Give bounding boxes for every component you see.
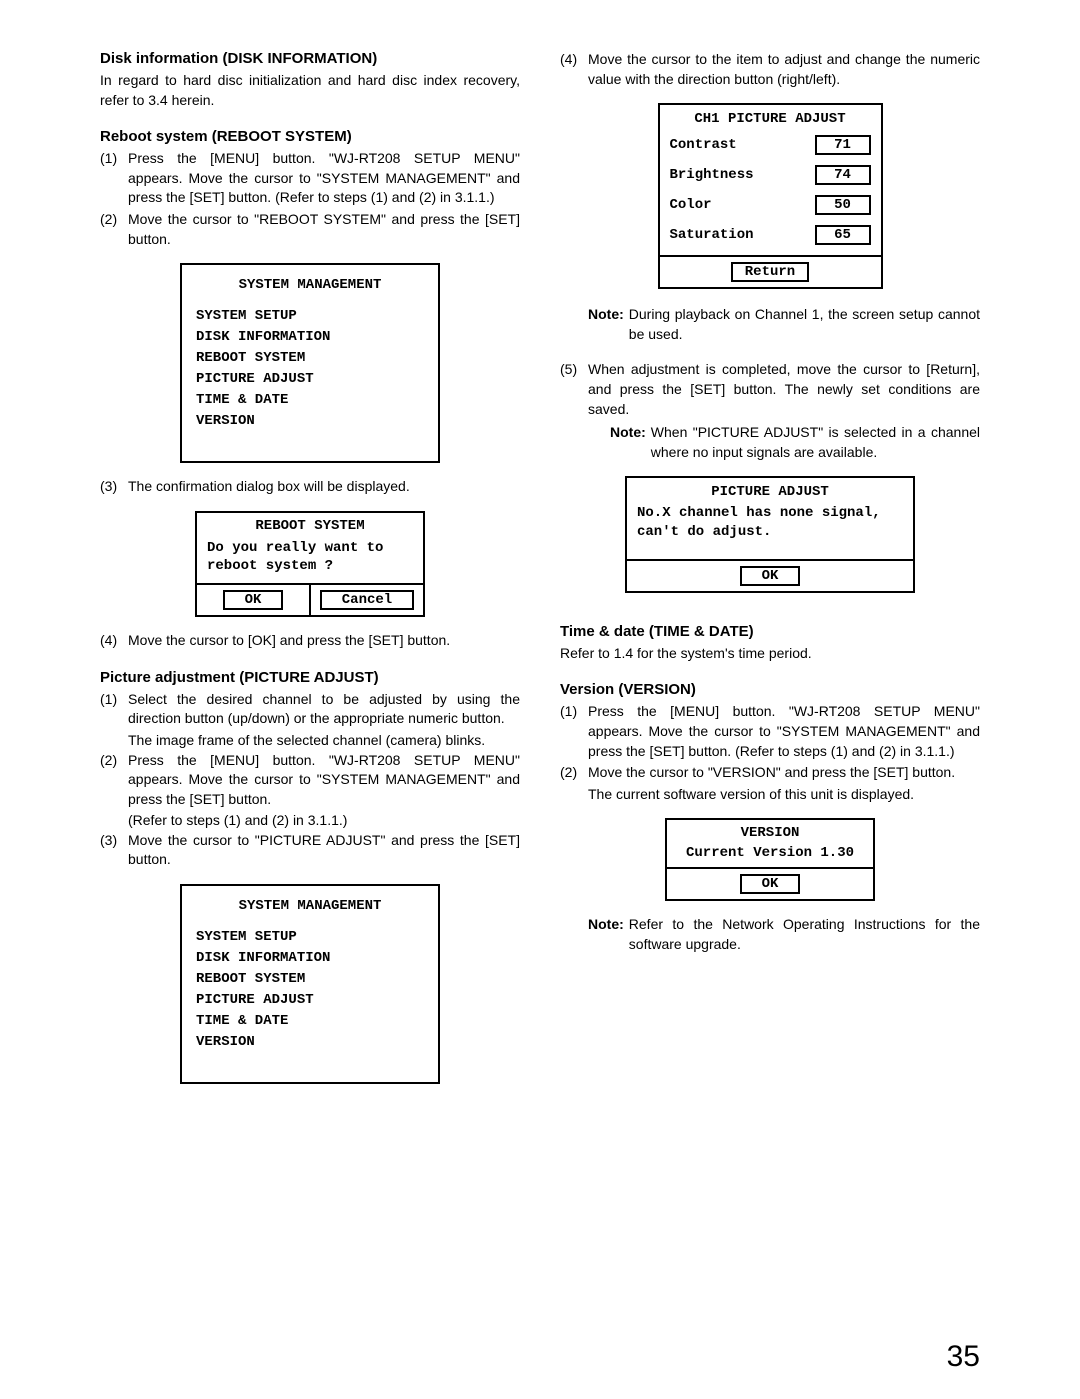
system-management-menu: SYSTEM MANAGEMENT SYSTEM SETUP DISK INFO… <box>180 263 440 463</box>
note-label: Note: <box>588 305 624 344</box>
menu-title: SYSTEM MANAGEMENT <box>196 275 424 296</box>
step-text: The confirmation dialog box will be disp… <box>128 477 520 497</box>
menu-item: REBOOT SYSTEM <box>196 969 424 990</box>
disk-info-heading: Disk information (DISK INFORMATION) <box>100 50 520 67</box>
return-row: Return <box>660 255 881 287</box>
page-number: 35 <box>947 1340 980 1374</box>
picture-adjust-section: Picture adjustment (PICTURE ADJUST) (1) … <box>100 669 520 1084</box>
step-num: (5) <box>560 360 588 419</box>
menu-item: DISK INFORMATION <box>196 327 424 348</box>
version-heading: Version (VERSION) <box>560 681 980 698</box>
step-subtext: (Refer to steps (1) and (2) in 3.1.1.) <box>128 811 520 831</box>
step-num: (4) <box>560 50 588 89</box>
reboot-dialog: REBOOT SYSTEM Do you really want to rebo… <box>195 511 425 617</box>
right-column: (4) Move the cursor to the item to adjus… <box>560 50 980 1102</box>
step-num: (2) <box>560 763 588 783</box>
step-text: Press the [MENU] button. "WJ-RT208 SETUP… <box>588 702 980 761</box>
adjust-value[interactable]: 50 <box>815 195 871 215</box>
picture-adjust-heading: Picture adjustment (PICTURE ADJUST) <box>100 669 520 686</box>
reboot-section: Reboot system (REBOOT SYSTEM) (1) Press … <box>100 128 520 651</box>
note-label: Note: <box>610 423 646 462</box>
adjust-label: Saturation <box>670 227 815 243</box>
step-subtext: The image frame of the selected channel … <box>128 731 520 751</box>
step-num: (3) <box>100 477 128 497</box>
ok-button[interactable]: OK <box>740 874 801 894</box>
menu-title: SYSTEM MANAGEMENT <box>196 896 424 917</box>
note-text: During playback on Channel 1, the screen… <box>629 305 980 344</box>
step-subtext: The current software version of this uni… <box>588 785 980 805</box>
reboot-heading: Reboot system (REBOOT SYSTEM) <box>100 128 520 145</box>
step-text: Press the [MENU] button. "WJ-RT208 SETUP… <box>128 149 520 208</box>
time-date-body: Refer to 1.4 for the system's time perio… <box>560 644 980 664</box>
step-text: Select the desired channel to be adjuste… <box>128 690 520 729</box>
adjust-value[interactable]: 71 <box>815 135 871 155</box>
left-column: Disk information (DISK INFORMATION) In r… <box>100 50 520 1102</box>
adjust-label: Color <box>670 197 815 213</box>
version-body: Current Version 1.30 <box>667 843 873 869</box>
menu-item: REBOOT SYSTEM <box>196 348 424 369</box>
dialog-title: PICTURE ADJUST <box>627 478 913 502</box>
picture-adjust-dialog: PICTURE ADJUST No.X channel has none sig… <box>625 476 915 592</box>
menu-item: TIME & DATE <box>196 1011 424 1032</box>
step-num: (2) <box>100 751 128 810</box>
step-num: (4) <box>100 631 128 651</box>
step-text: Move the cursor to "PICTURE ADJUST" and … <box>128 831 520 870</box>
system-management-menu-2: SYSTEM MANAGEMENT SYSTEM SETUP DISK INFO… <box>180 884 440 1084</box>
version-box: VERSION Current Version 1.30 OK <box>665 818 875 901</box>
menu-item: VERSION <box>196 411 424 432</box>
disk-info-body: In regard to hard disc initialization an… <box>100 71 520 110</box>
ok-button[interactable]: OK <box>740 566 801 586</box>
step-num: (3) <box>100 831 128 870</box>
step-num: (2) <box>100 210 128 249</box>
version-title: VERSION <box>667 820 873 843</box>
step-num: (1) <box>100 690 128 729</box>
adjust-label: Contrast <box>670 137 815 153</box>
step-text: When adjustment is completed, move the c… <box>588 360 980 419</box>
menu-item: SYSTEM SETUP <box>196 306 424 327</box>
picture-adjust-box: CH1 PICTURE ADJUST Contrast 71 Brightnes… <box>658 103 883 289</box>
step-num: (1) <box>100 149 128 208</box>
menu-item: PICTURE ADJUST <box>196 990 424 1011</box>
version-section: Version (VERSION) (1) Press the [MENU] b… <box>560 681 980 954</box>
dialog-title: REBOOT SYSTEM <box>197 513 423 537</box>
ok-button-cell: OK <box>197 585 311 615</box>
adjust-label: Brightness <box>670 167 815 183</box>
return-button[interactable]: Return <box>731 262 809 282</box>
adjust-title: CH1 PICTURE ADJUST <box>670 111 871 127</box>
dialog-body: Do you really want to reboot system ? <box>197 537 423 583</box>
step-text: Move the cursor to "VERSION" and press t… <box>588 763 980 783</box>
dialog-body: No.X channel has none signal, can't do a… <box>627 502 913 560</box>
menu-item: PICTURE ADJUST <box>196 369 424 390</box>
note-label: Note: <box>588 915 624 954</box>
cancel-button-cell: Cancel <box>311 585 423 615</box>
disk-info-section: Disk information (DISK INFORMATION) In r… <box>100 50 520 110</box>
time-date-heading: Time & date (TIME & DATE) <box>560 623 980 640</box>
cancel-button[interactable]: Cancel <box>320 590 414 610</box>
menu-item: TIME & DATE <box>196 390 424 411</box>
ok-button[interactable]: OK <box>223 590 284 610</box>
note-text: Refer to the Network Operating Instructi… <box>629 915 980 954</box>
menu-item: VERSION <box>196 1032 424 1053</box>
step-num: (1) <box>560 702 588 761</box>
adjust-value[interactable]: 65 <box>815 225 871 245</box>
step-text: Move the cursor to "REBOOT SYSTEM" and p… <box>128 210 520 249</box>
time-date-section: Time & date (TIME & DATE) Refer to 1.4 f… <box>560 623 980 664</box>
adjust-value[interactable]: 74 <box>815 165 871 185</box>
menu-item: SYSTEM SETUP <box>196 927 424 948</box>
menu-item: DISK INFORMATION <box>196 948 424 969</box>
step-text: Press the [MENU] button. "WJ-RT208 SETUP… <box>128 751 520 810</box>
step-text: Move the cursor to the item to adjust an… <box>588 50 980 89</box>
step-text: Move the cursor to [OK] and press the [S… <box>128 631 520 651</box>
note-text: When "PICTURE ADJUST" is selected in a c… <box>651 423 980 462</box>
